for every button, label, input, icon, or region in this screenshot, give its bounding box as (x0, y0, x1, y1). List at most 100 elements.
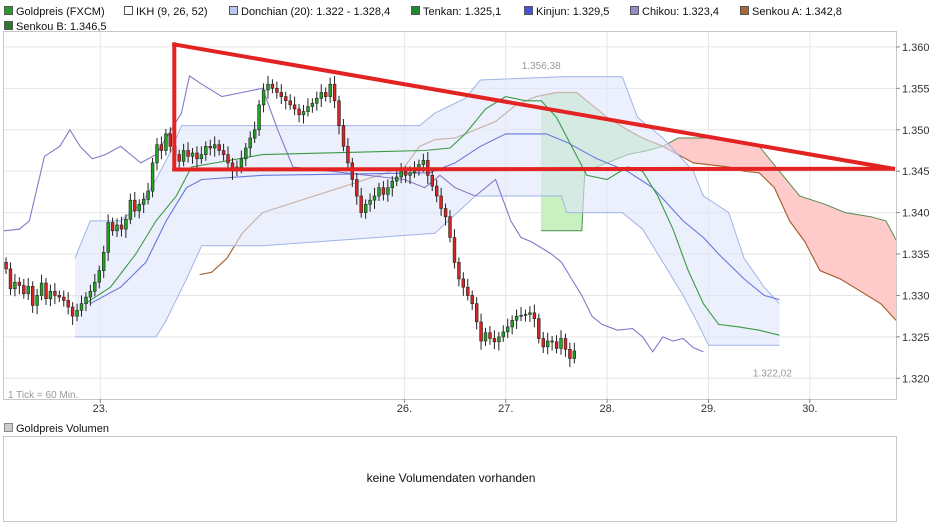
cloud-segment (862, 215, 866, 295)
candle-down (159, 144, 164, 151)
candle-up (204, 146, 208, 155)
cloud-segment (741, 141, 745, 172)
cloud-segment (705, 137, 709, 165)
candle-up (394, 176, 399, 182)
cloud-segment (888, 225, 892, 316)
candle-down (452, 237, 457, 263)
cloud-segment (865, 215, 869, 297)
cloud-segment (715, 138, 719, 167)
cloud-segment (804, 197, 808, 247)
candle-up (181, 150, 186, 162)
candle-up (79, 303, 84, 311)
candle-up (501, 331, 505, 338)
candle-down (403, 170, 408, 176)
cloud-segment (736, 140, 740, 171)
candle-down (323, 92, 328, 97)
candle-up (146, 190, 150, 200)
candle-down (288, 100, 292, 106)
cloud-segment (695, 137, 699, 164)
cloud-segment (837, 209, 841, 280)
cloud-segment (812, 199, 816, 261)
candle-up (306, 106, 310, 112)
candle-down (359, 195, 363, 213)
candle-up (213, 144, 217, 149)
candle-down (563, 338, 568, 350)
cloud-segment (680, 137, 684, 158)
candle-down (17, 281, 22, 286)
upper-trendline (171, 42, 896, 172)
x-tick-label: 29. (701, 403, 716, 415)
candle-up (253, 129, 257, 139)
cloud-segment (860, 214, 864, 294)
y-tick-label: 1.360 (902, 42, 930, 54)
cloud-segment (802, 196, 805, 243)
candle-down (470, 295, 474, 304)
candle-up (301, 111, 306, 116)
cloud-segment (829, 206, 833, 277)
cloud-segment (857, 214, 861, 292)
cloud-segment (764, 151, 767, 181)
candle-up (257, 104, 261, 131)
cloud-segment (731, 139, 734, 169)
candle-up (244, 147, 248, 160)
candle-down (292, 104, 297, 110)
y-tick-label: 1.345 (902, 166, 930, 178)
cloud-segment (718, 138, 722, 167)
legend-item: Senkou A: 1.342,8 (752, 6, 842, 18)
cloud-segment (835, 208, 838, 279)
tick-info: 1 Tick = 60 Min. (8, 390, 78, 401)
candle-up (328, 83, 332, 97)
lower-trendline (172, 166, 895, 172)
candle-up (315, 98, 319, 104)
y-tick-label: 1.320 (902, 373, 930, 385)
candlesticks (4, 75, 577, 368)
candle-down (541, 338, 546, 348)
cloud-segment (708, 137, 712, 166)
cloud-segment (819, 202, 823, 272)
candle-down (554, 341, 559, 349)
candle-down (62, 296, 66, 301)
x-tick-label: 30. (802, 403, 817, 415)
cloud-segment (723, 138, 727, 167)
volume-legend-swatch (4, 423, 13, 432)
cloud-segment (842, 211, 846, 283)
legend-swatch (124, 6, 133, 15)
cloud-segment (677, 137, 681, 157)
volume-message: keine Volumendaten vorhanden (367, 471, 536, 485)
candle-up (35, 295, 39, 306)
candle-down (53, 290, 57, 296)
cloud-segment (885, 220, 889, 313)
cloud-segment (738, 140, 742, 171)
candle-down (550, 340, 554, 343)
candle-up (84, 296, 88, 305)
x-tick-label: 27. (498, 403, 513, 415)
cloud-segment (700, 137, 704, 165)
legend-swatch (4, 21, 13, 30)
annotations: 1.356,38 1.322,02 1 Tick = 60 Min. (8, 61, 792, 401)
volume-legend: Goldpreis Volumen (4, 423, 109, 435)
candle-up (248, 137, 252, 149)
legend-item: Kinjun: 1.329,5 (536, 6, 609, 18)
volume-chart-frame (3, 436, 897, 522)
cloud-segment (824, 203, 828, 274)
candle-up (390, 180, 394, 189)
candle-up (48, 290, 53, 300)
candle-up (124, 218, 128, 230)
cloud-segment (807, 198, 810, 252)
candle-down (532, 312, 537, 319)
cloud-segment (809, 199, 813, 257)
y-tick-label: 1.340 (902, 208, 930, 220)
candle-down (488, 332, 492, 339)
legend-swatch (630, 6, 639, 15)
candle-up (523, 314, 528, 316)
cloud-segment (726, 138, 729, 168)
candle-down (434, 185, 439, 197)
candle-up (239, 158, 244, 168)
high-label: 1.356,38 (522, 61, 561, 72)
candle-down (226, 154, 230, 164)
candle-up (155, 144, 159, 164)
kijun-line (89, 133, 780, 305)
x-axis: 23. 26. 27. 28. 29. 30. (93, 399, 817, 415)
cloud-segment (890, 230, 894, 318)
legend-swatch (524, 6, 533, 15)
